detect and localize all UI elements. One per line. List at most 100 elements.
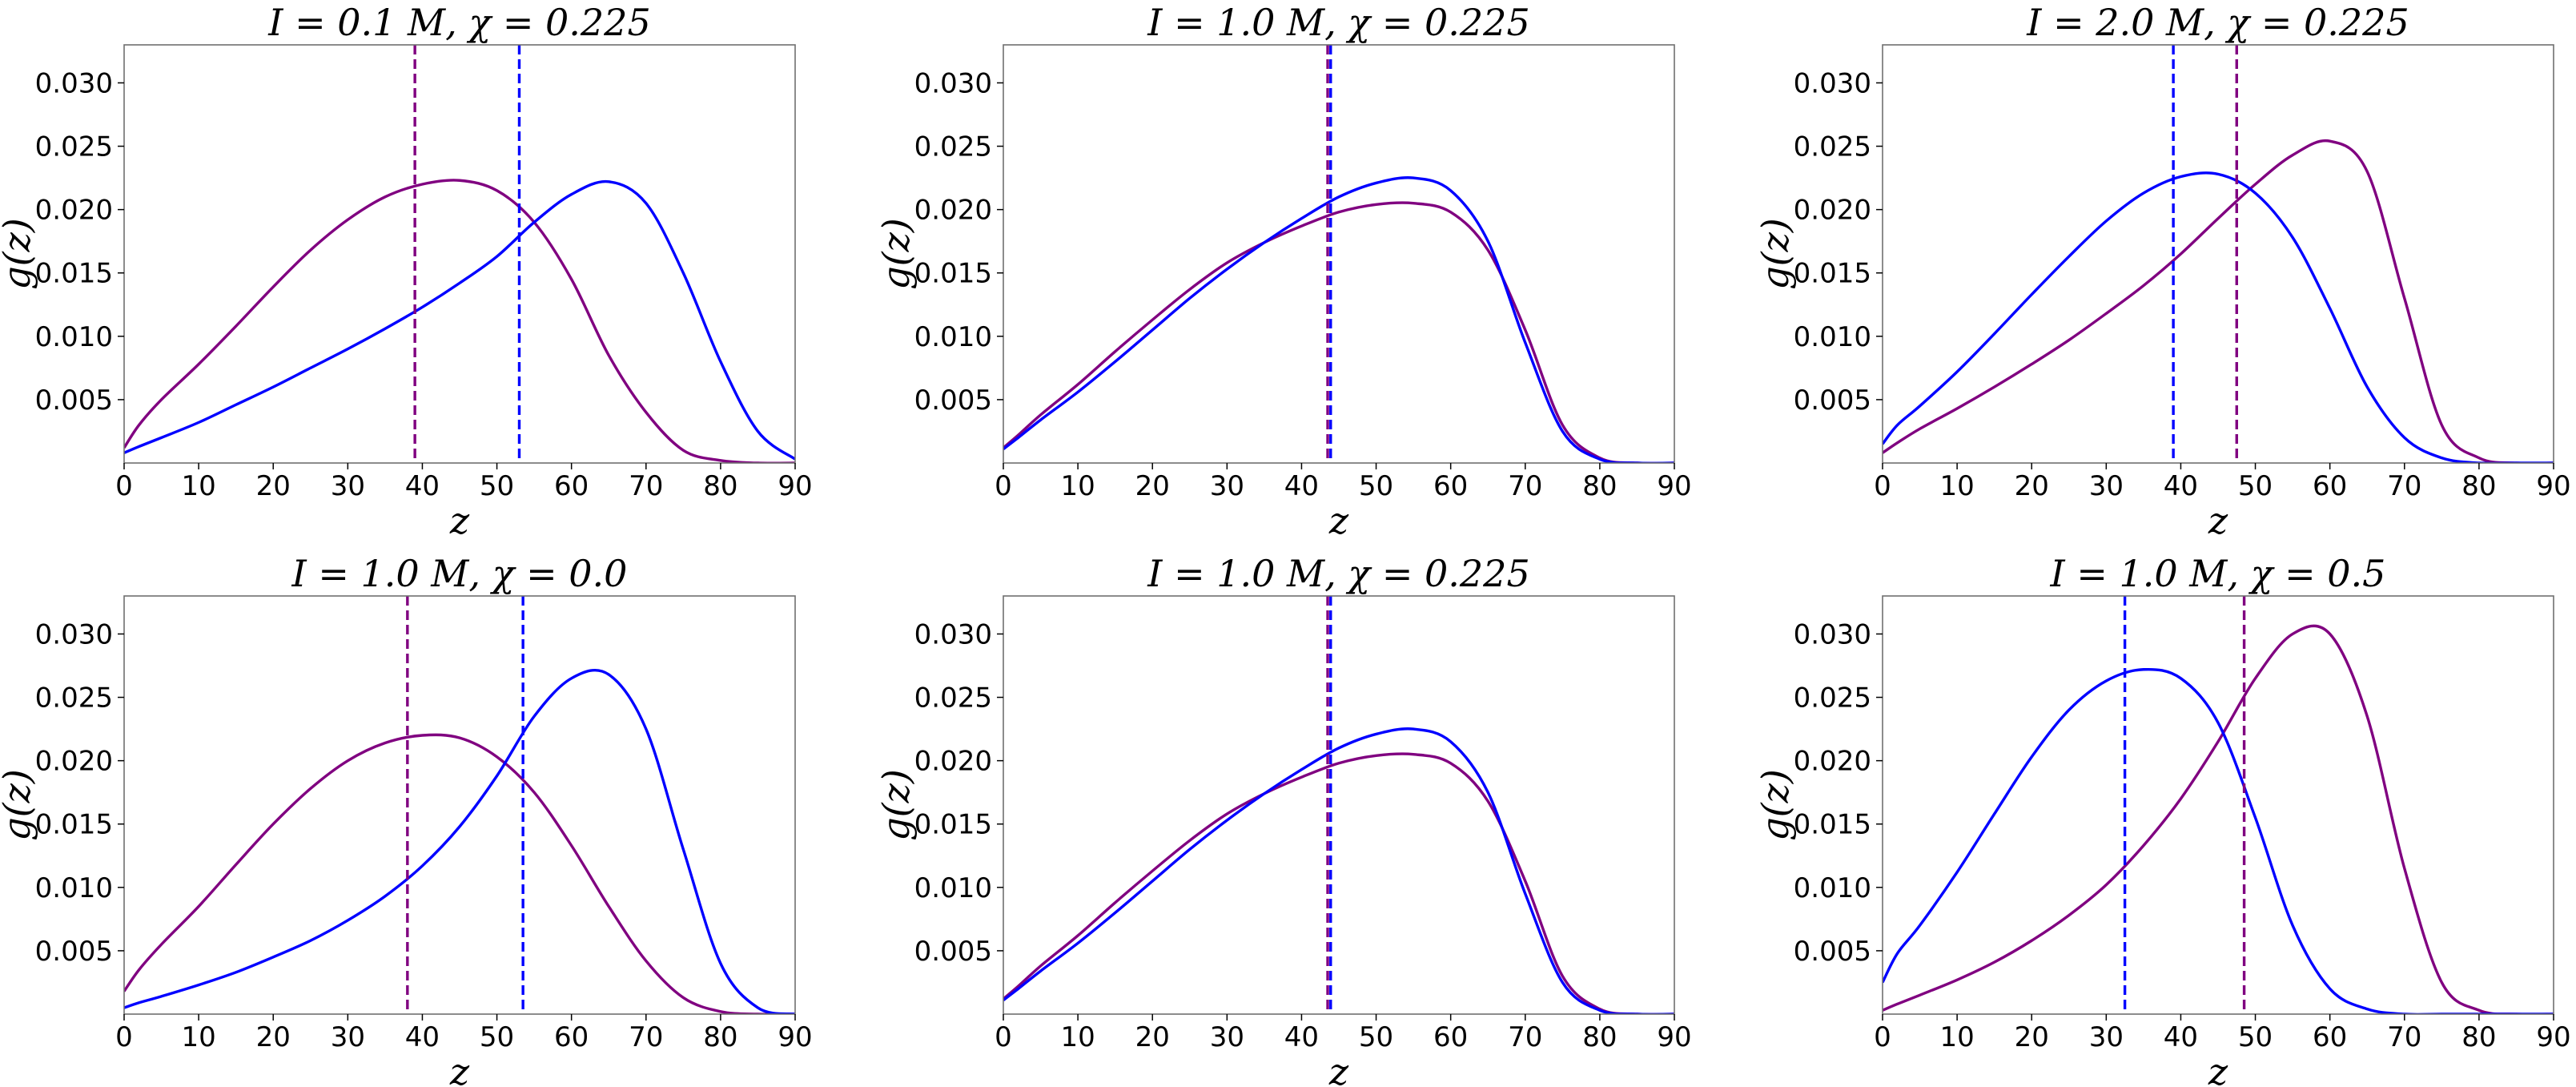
series-line-blue — [124, 668, 795, 1014]
x-tick-label: 50 — [480, 470, 514, 502]
y-tick-label: 0.005 — [1794, 936, 1871, 968]
y-tick-label: 0.025 — [35, 131, 113, 163]
y-tick-label: 0.030 — [1794, 67, 1871, 99]
subplot-4: 0 10 20 30 40 50 60 70 80 90 0.005 0.010 0.015 0.020 0… — [0, 552, 813, 1087]
x-tick-label: 0 — [1874, 1021, 1891, 1053]
x-tick-label: 10 — [1939, 1021, 1974, 1053]
subplot-title: I = 1.0 M, χ = 0.0 — [291, 552, 628, 595]
subplot-2: 0 10 20 30 40 50 60 70 80 90 0.005 0.010 0.015 0.020 0… — [874, 1, 1692, 542]
y-tick-label: 0.005 — [1794, 384, 1871, 417]
subplot-title: I = 1.0 M, χ = 0.225 — [1147, 1, 1529, 44]
x-tick-label: 80 — [2461, 470, 2496, 502]
x-tick-label: 10 — [1060, 1021, 1095, 1053]
y-axis-label: g(z) — [874, 218, 918, 290]
x-tick-label: 90 — [1657, 470, 1691, 502]
axes-frame — [123, 44, 796, 464]
x-tick-label: 10 — [1939, 470, 1974, 502]
y-tick-label: 0.020 — [35, 195, 113, 227]
y-tick-label: 0.015 — [914, 258, 992, 290]
x-tick-label: 50 — [1359, 1021, 1393, 1053]
x-tick-label: 40 — [405, 1021, 440, 1053]
x-tick-label: 40 — [2164, 470, 2198, 502]
y-tick-label: 0.010 — [35, 321, 113, 353]
y-tick-label: 0.005 — [914, 936, 992, 968]
x-tick-label: 80 — [2461, 1021, 2496, 1053]
y-tick-label: 0.010 — [914, 321, 992, 353]
x-tick-label: 60 — [2313, 1021, 2347, 1053]
y-tick-label: 0.010 — [35, 872, 113, 904]
x-tick-label: 80 — [1582, 1021, 1617, 1053]
x-tick-label: 50 — [2238, 1021, 2273, 1053]
x-tick-label: 50 — [2238, 470, 2273, 502]
series-line-purple — [124, 179, 795, 463]
y-tick-label: 0.025 — [35, 682, 113, 715]
y-tick-label: 0.010 — [1794, 872, 1871, 904]
y-tick-label: 0.025 — [914, 131, 992, 163]
y-tick-label: 0.030 — [914, 618, 992, 650]
x-tick-label: 90 — [2536, 470, 2570, 502]
x-tick-label: 30 — [1210, 470, 1244, 502]
x-tick-label: 20 — [256, 470, 291, 502]
subplot-3: 0 10 20 30 40 50 60 70 80 90 0.005 0.010 0.015 0.020 0… — [1754, 1, 2571, 542]
axes-frame — [1003, 44, 1675, 464]
y-tick-label: 0.030 — [35, 618, 113, 650]
y-tick-label: 0.020 — [914, 746, 992, 778]
y-tick-label: 0.020 — [35, 746, 113, 778]
y-axis-label: g(z) — [0, 218, 38, 290]
x-tick-label: 30 — [2089, 1021, 2124, 1053]
x-tick-label: 80 — [1582, 470, 1617, 502]
x-tick-label: 30 — [331, 1021, 365, 1053]
x-axis-label: z — [1328, 499, 1349, 542]
x-tick-label: 0 — [115, 470, 133, 502]
y-tick-label: 0.005 — [35, 936, 113, 968]
x-tick-label: 20 — [2015, 470, 2049, 502]
subplot-title: I = 1.0 M, χ = 0.5 — [2050, 552, 2386, 595]
x-tick-label: 60 — [554, 470, 589, 502]
y-axis-label: g(z) — [0, 769, 38, 841]
x-axis-label: z — [2208, 1050, 2228, 1087]
y-tick-label: 0.030 — [35, 67, 113, 99]
x-tick-label: 20 — [256, 1021, 291, 1053]
subplot-title: I = 2.0 M, χ = 0.225 — [2026, 1, 2409, 44]
x-tick-label: 70 — [1508, 1021, 1542, 1053]
axes-frame — [1003, 595, 1675, 1015]
subplot-5: 0 10 20 30 40 50 60 70 80 90 0.005 0.010 0.015 0.020 0… — [874, 552, 1692, 1087]
y-tick-label: 0.005 — [35, 384, 113, 417]
x-tick-label: 10 — [1060, 470, 1095, 502]
x-tick-label: 90 — [778, 1021, 812, 1053]
x-tick-label: 40 — [1284, 1021, 1319, 1053]
y-tick-label: 0.020 — [1794, 195, 1871, 227]
y-tick-label: 0.015 — [914, 809, 992, 841]
series-line-purple — [1003, 201, 1674, 463]
axes-frame — [1882, 44, 2554, 464]
x-tick-label: 90 — [2536, 1021, 2570, 1053]
x-tick-label: 70 — [1508, 470, 1542, 502]
x-tick-label: 0 — [995, 1021, 1012, 1053]
x-tick-label: 30 — [1210, 1021, 1244, 1053]
series-line-purple — [124, 733, 795, 1014]
subplot-title: I = 1.0 M, χ = 0.225 — [1147, 552, 1529, 595]
series-line-blue — [1883, 171, 2554, 463]
x-tick-label: 60 — [1433, 470, 1468, 502]
subplot-title: I = 0.1 M, χ = 0.225 — [267, 1, 650, 44]
x-tick-label: 70 — [629, 1021, 663, 1053]
y-tick-label: 0.010 — [1794, 321, 1871, 353]
x-tick-label: 10 — [181, 470, 215, 502]
x-tick-label: 90 — [778, 470, 812, 502]
y-axis-label: g(z) — [874, 769, 918, 841]
y-tick-label: 0.030 — [914, 67, 992, 99]
x-tick-label: 30 — [2089, 470, 2124, 502]
x-tick-label: 70 — [629, 470, 663, 502]
x-tick-label: 50 — [480, 1021, 514, 1053]
x-tick-label: 0 — [115, 1021, 133, 1053]
x-tick-label: 80 — [703, 1021, 737, 1053]
y-tick-label: 0.010 — [914, 872, 992, 904]
x-tick-label: 40 — [1284, 470, 1319, 502]
x-tick-label: 50 — [1359, 470, 1393, 502]
y-tick-label: 0.020 — [914, 195, 992, 227]
y-tick-label: 0.030 — [1794, 618, 1871, 650]
series-line-purple — [1003, 752, 1674, 1014]
y-tick-label: 0.015 — [1794, 258, 1871, 290]
series-line-purple — [1883, 624, 2554, 1014]
x-axis-label: z — [1328, 1050, 1349, 1087]
